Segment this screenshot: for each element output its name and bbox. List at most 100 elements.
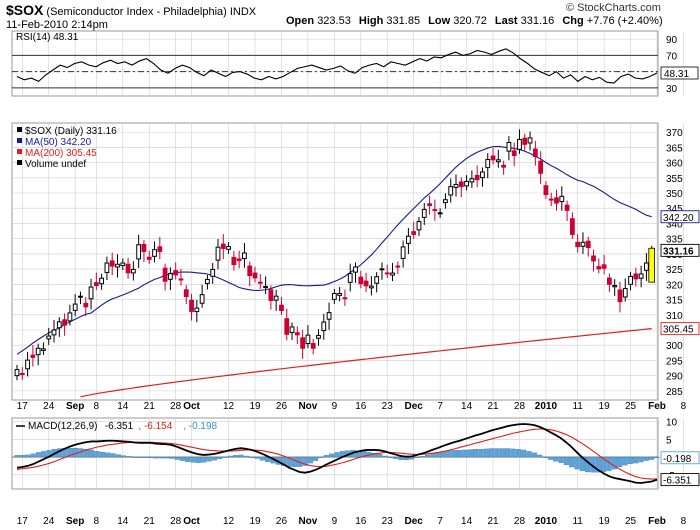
- macd-x-tick-label: 14: [461, 516, 473, 527]
- macd-histogram-bar: [478, 449, 484, 458]
- candle-up: [88, 286, 94, 300]
- macd-histogram-bar: [531, 452, 537, 458]
- candle-down: [432, 209, 438, 212]
- macd-x-tick-label: Dec: [405, 516, 424, 527]
- macd-histogram-bar: [185, 456, 191, 462]
- macd-histogram-bar: [414, 456, 420, 458]
- macd-x-tick-label: 25: [625, 516, 637, 527]
- price-tick-label: 365: [666, 143, 683, 154]
- macd-x-tick-label: 23: [382, 516, 394, 527]
- candle-up: [25, 359, 30, 370]
- macd-histogram-bar: [222, 456, 228, 458]
- macd-histogram-bar: [553, 456, 559, 462]
- macd-histogram-bar: [110, 453, 116, 458]
- price-x-tick-label: 14: [461, 401, 473, 412]
- candle-down: [458, 181, 464, 188]
- candle-down: [607, 277, 612, 285]
- candle-up: [622, 288, 628, 298]
- macd-histogram-bar: [649, 456, 655, 460]
- macd-x-tick-label: 7: [437, 516, 443, 527]
- candle-up: [152, 249, 157, 257]
- macd-histogram-bar: [489, 448, 495, 458]
- ma200-value-tag: 305.45: [663, 325, 694, 336]
- price-x-tick-label: 21: [144, 401, 156, 412]
- macd-histogram-bar: [41, 451, 47, 458]
- macd-histogram-bar: [169, 456, 175, 459]
- macd-histogram-bar: [142, 456, 148, 458]
- legend-swatch: [17, 127, 22, 132]
- candle-up: [41, 348, 46, 351]
- last-price-tag-box: [660, 243, 700, 257]
- candle-up: [130, 268, 136, 274]
- candle-down: [511, 150, 517, 157]
- macd-histogram-bar: [617, 456, 623, 468]
- macd-histogram-bar: [190, 456, 196, 463]
- symbol: $SOX: [6, 2, 44, 18]
- candle-down: [109, 260, 115, 267]
- price-tick-label: 340: [666, 219, 683, 230]
- macd-histogram-bar: [94, 451, 100, 458]
- last-label: Last: [494, 15, 518, 27]
- macd-histogram-bar: [473, 449, 479, 458]
- ma200-value-tag-box: [660, 322, 700, 336]
- price-x-tick-label: 26: [276, 401, 288, 412]
- candle-down: [596, 266, 602, 270]
- candle-up: [580, 241, 586, 247]
- macd-histogram-bar: [499, 448, 505, 458]
- macd-histogram-bar: [286, 456, 292, 467]
- candle-up: [638, 273, 644, 279]
- macd-histogram-bar: [243, 455, 249, 458]
- candle-up: [72, 303, 78, 311]
- macd-histogram-bar: [510, 448, 516, 458]
- ma50-value-tag-box: [660, 210, 700, 224]
- price-x-tick-label: Nov: [298, 401, 317, 412]
- candle-up: [644, 262, 649, 271]
- macd-legend-entry: , -6.154: [138, 421, 172, 432]
- candle-down: [19, 373, 25, 376]
- macd-x-tick-label: 21: [487, 516, 499, 527]
- macd-legend-entry: MACD(12,26,9): [28, 421, 97, 432]
- candle-up: [205, 278, 210, 284]
- candle-up: [464, 180, 469, 187]
- legend-swatch: [17, 138, 22, 143]
- candle-down: [395, 265, 401, 268]
- macd-x-tick-label: 19: [249, 516, 261, 527]
- candle-down: [183, 289, 189, 298]
- candle-up: [51, 329, 57, 336]
- candle-up: [628, 275, 633, 285]
- macd-histogram-bar: [211, 456, 217, 461]
- price-x-tick-label: 7: [437, 401, 443, 412]
- macd-histogram-bar: [547, 456, 553, 460]
- candle-down: [548, 198, 554, 201]
- candle-down: [358, 276, 364, 285]
- macd-histogram-bar: [601, 456, 607, 472]
- candle-down: [268, 289, 274, 301]
- candle-up: [421, 208, 427, 218]
- candle-up: [316, 334, 321, 339]
- candle-up: [226, 246, 231, 250]
- candle-down: [141, 243, 147, 252]
- macd-histogram-bar: [595, 456, 601, 473]
- macd-histogram-bar: [206, 456, 212, 462]
- macd-x-tick-label: Feb: [648, 516, 666, 527]
- macd-tick-label: 10: [666, 418, 678, 429]
- candle-down: [490, 155, 496, 161]
- exchange: INDX: [229, 6, 257, 18]
- macd-histogram-bar: [371, 452, 377, 458]
- candle-up: [167, 273, 173, 280]
- macd-histogram-bar: [377, 454, 383, 458]
- price-x-tick-label: 24: [43, 401, 55, 412]
- macd-histogram-bar: [313, 456, 319, 461]
- ma50-value-tag: 342.20: [663, 213, 694, 224]
- candle-up: [289, 326, 295, 333]
- candle-up: [353, 266, 358, 273]
- macd-histogram-bar: [19, 455, 25, 458]
- candle-down: [501, 164, 507, 168]
- macd-hist-tag: -0.198: [663, 454, 692, 465]
- macd-x-tick-label: 9: [332, 516, 338, 527]
- candle-up: [273, 295, 279, 301]
- candle-up: [115, 263, 120, 268]
- macd-value-tag-box: [660, 473, 700, 487]
- ohlc-readout: Open 323.53 High 331.85 Low 320.72 Last …: [286, 15, 663, 27]
- high-value: 331.85: [386, 15, 421, 27]
